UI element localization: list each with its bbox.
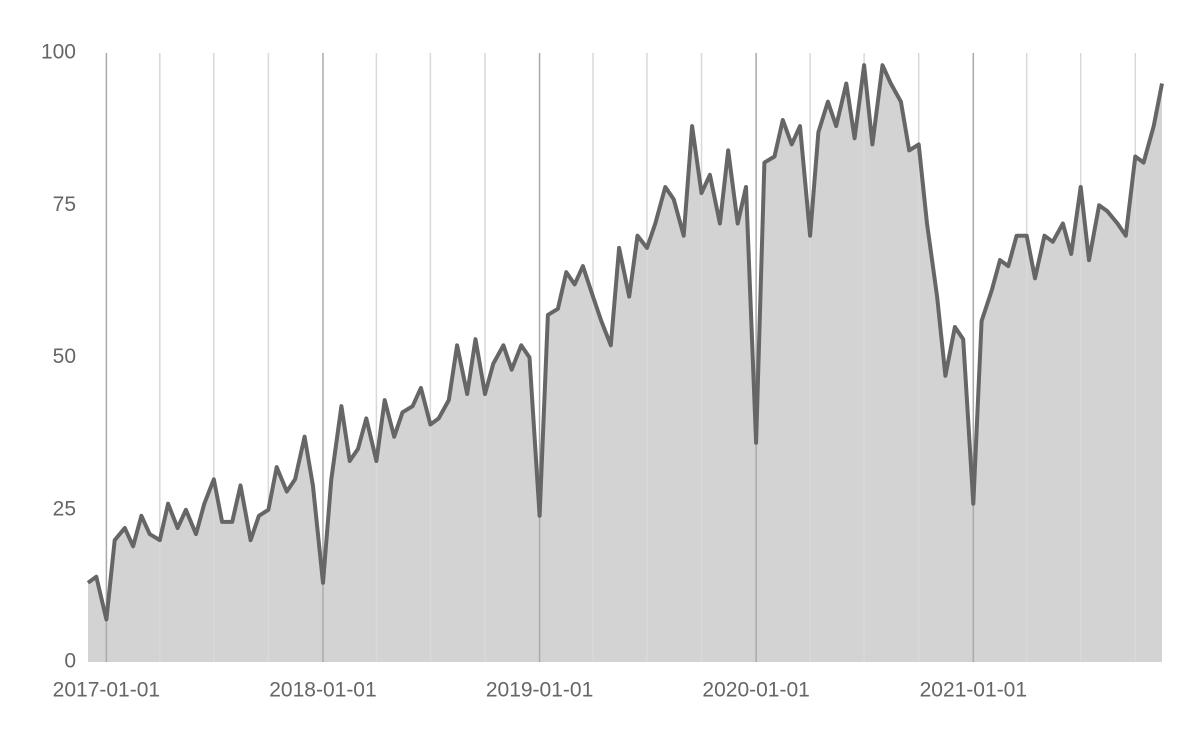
line: [86, 63, 1164, 622]
x-tick-label: 2021-01-01: [920, 679, 1027, 702]
area: [88, 65, 1162, 662]
x-tick-label: 2017-01-01: [53, 679, 160, 702]
x-tick-label: 2018-01-01: [269, 679, 376, 702]
y-tick-label: 0: [64, 650, 76, 673]
y-tick-label: 25: [53, 497, 76, 520]
x-tick-label: 2019-01-01: [486, 679, 593, 702]
y-tick-label: 75: [53, 193, 76, 216]
y-tick-label: 50: [53, 345, 76, 368]
x-tick-label: 2020-01-01: [702, 679, 809, 702]
y-tick-label: 100: [41, 41, 76, 64]
